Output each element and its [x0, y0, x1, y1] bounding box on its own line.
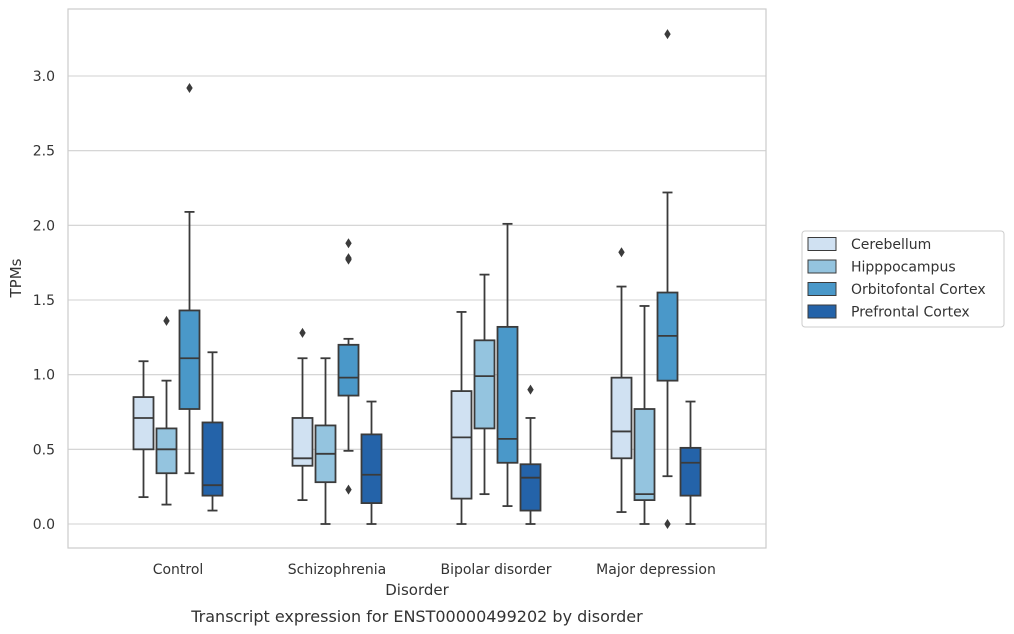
box-cerebellum-0	[132, 360, 155, 499]
y-tick-label: 2.0	[33, 218, 55, 234]
y-tick-label: 0.0	[33, 517, 55, 533]
box-prefrontal-cortex-1	[360, 400, 383, 525]
iqr-box	[178, 309, 201, 410]
y-axis-title: TPMs	[7, 258, 25, 298]
x-tick-label: Schizophrenia	[288, 562, 386, 578]
y-tick-label: 1.5	[33, 293, 55, 309]
box-hipppocampus-0	[155, 315, 178, 506]
x-tick-label: Major depression	[596, 562, 716, 578]
box-orbitofontal-cortex-0	[178, 82, 201, 475]
outlier-point	[299, 327, 306, 338]
legend-swatch	[807, 259, 837, 274]
legend-swatch	[807, 304, 837, 319]
iqr-box	[519, 463, 542, 512]
x-tick-label: Bipolar disorder	[440, 562, 551, 578]
legend-entries: Cerebellum Hipppocampus Orbitofontal Corte…	[807, 237, 986, 321]
x-axis-title: Disorder	[385, 581, 449, 599]
iqr-box	[360, 433, 383, 504]
outlier-point	[345, 238, 352, 249]
legend: Cerebellum Hipppocampus Orbitofontal Corte…	[801, 230, 1005, 328]
iqr-box	[473, 339, 496, 430]
outlier-point	[163, 315, 170, 326]
iqr-box	[155, 427, 178, 475]
iqr-box	[450, 390, 473, 500]
box-hipppocampus-1	[314, 357, 337, 525]
chart-caption: Transcript expression for ENST0000049920…	[190, 607, 643, 626]
y-tick-label: 2.5	[33, 144, 55, 160]
legend-label: Prefrontal Cortex	[851, 305, 970, 321]
box-prefrontal-cortex-3	[679, 400, 702, 525]
y-tick-labels: 0.0 0.5 1.0 1.5 2.0 2.5 3.0	[33, 69, 55, 533]
legend-label: Orbitofontal Cortex	[851, 282, 986, 298]
box-cerebellum-3	[610, 247, 633, 513]
box-orbitofontal-cortex-1	[337, 238, 360, 495]
iqr-box	[291, 417, 314, 467]
legend-frame	[801, 230, 1005, 328]
iqr-box	[337, 343, 360, 397]
iqr-box	[496, 325, 519, 464]
box-cerebellum-1	[291, 327, 314, 502]
outlier-point	[345, 484, 352, 495]
x-tick-labels: Control Schizophrenia Bipolar disorder Majo…	[153, 562, 716, 578]
box-hipppocampus-2	[473, 273, 496, 496]
outlier-point	[618, 247, 625, 258]
plot-frame	[67, 8, 767, 549]
legend-label: Hipppocampus	[851, 260, 956, 276]
legend-swatch	[807, 237, 837, 251]
outlier-point	[664, 519, 671, 529]
box-hipppocampus-3	[633, 305, 656, 525]
outlier-point	[345, 254, 352, 265]
legend-swatch	[807, 282, 837, 296]
iqr-box	[132, 396, 155, 451]
outlier-point	[186, 82, 193, 93]
box-marks	[132, 29, 702, 529]
outlier-point	[527, 384, 534, 395]
y-tick-label: 0.5	[33, 442, 55, 458]
box-prefrontal-cortex-2	[519, 384, 542, 525]
legend-label: Cerebellum	[851, 237, 931, 253]
iqr-box	[201, 421, 224, 497]
box-prefrontal-cortex-0	[201, 351, 224, 512]
outlier-point	[664, 29, 671, 40]
x-tick-label: Control	[153, 562, 204, 578]
y-tick-label: 3.0	[33, 69, 55, 85]
iqr-box	[610, 376, 633, 460]
y-tick-label: 1.0	[33, 368, 55, 384]
iqr-box	[633, 408, 656, 502]
box-orbitofontal-cortex-2	[496, 222, 519, 507]
box-cerebellum-2	[450, 311, 473, 525]
box-orbitofontal-cortex-3	[656, 29, 679, 529]
iqr-box	[679, 446, 702, 497]
